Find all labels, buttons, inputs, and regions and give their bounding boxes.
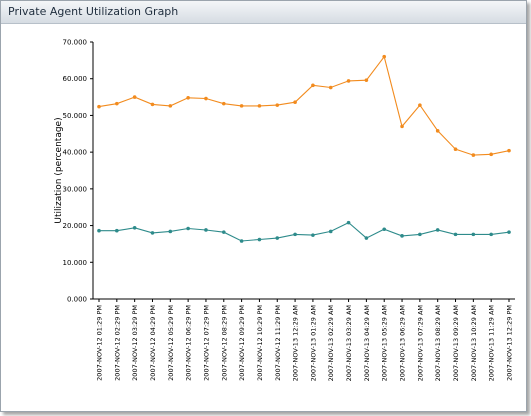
y-tick-label: 60.000 [63, 75, 88, 83]
x-tick-label: 2007-NOV-13 12:29 AM [292, 305, 300, 381]
x-tick-label: 2007-NOV-13 01:29 AM [309, 305, 317, 381]
x-tick-label: 2007-NOV-12 07:29 PM [202, 305, 210, 381]
data-point [507, 230, 511, 234]
panel-title: Private Agent Utilization Graph [8, 5, 179, 18]
data-point [311, 233, 315, 237]
x-tick-label: 2007-NOV-13 03:29 AM [345, 305, 353, 381]
series-line-2 [99, 221, 510, 242]
data-point [168, 104, 173, 108]
y-tick-label: 10.000 [63, 259, 88, 267]
y-tick-label: 70.000 [63, 39, 88, 47]
data-point [115, 101, 119, 106]
data-point [150, 231, 155, 235]
data-point [239, 104, 244, 108]
data-point [453, 147, 458, 152]
data-point [221, 230, 226, 234]
data-point [115, 228, 119, 233]
x-tick-label: 2007-NOV-12 08:29 PM [220, 305, 228, 381]
data-point [507, 148, 511, 153]
x-tick-label: 2007-NOV-13 04:29 AM [363, 305, 371, 381]
data-point [186, 226, 190, 231]
y-tick-label: 30.000 [63, 185, 88, 193]
data-point [293, 100, 297, 105]
data-point [257, 104, 262, 108]
data-point [435, 129, 440, 133]
x-tick-label: 2007-NOV-13 02:29 AM [327, 305, 335, 381]
x-tick-label: 2007-NOV-12 11:29 PM [274, 305, 282, 381]
data-point [150, 102, 155, 107]
data-point [186, 96, 190, 100]
x-tick-label: 2007-NOV-12 01:29 PM [96, 305, 104, 381]
data-point [132, 225, 137, 230]
x-tick-label: 2007-NOV-12 05:29 PM [167, 305, 175, 381]
x-tick-label: 2007-NOV-13 06:29 AM [399, 305, 407, 381]
data-point [418, 103, 422, 107]
data-point [382, 227, 387, 232]
data-point [435, 228, 440, 232]
y-tick-label: 20.000 [63, 222, 88, 230]
data-point [97, 104, 101, 109]
data-point [275, 236, 280, 240]
series-line-1 [98, 55, 510, 156]
data-point [168, 229, 173, 234]
utilization-line-chart: 0.000 10.000 20.000 30.000 40.000 50.000 60.00… [54, 39, 515, 381]
data-point [346, 220, 351, 225]
y-tick-label: 0.000 [67, 296, 87, 304]
data-point [382, 54, 387, 59]
data-point [293, 232, 297, 237]
x-tick-label: 2007-NOV-13 10:29 AM [470, 305, 478, 381]
x-tick-label: 2007-NOV-13 12:29 PM [506, 305, 514, 381]
data-point [471, 153, 476, 157]
data-point [275, 103, 280, 107]
data-point [328, 85, 333, 90]
data-point [400, 124, 404, 129]
data-point [489, 152, 493, 157]
data-point [400, 234, 404, 238]
x-tick-label: 2007-NOV-13 08:29 AM [434, 305, 442, 381]
x-tick-label: 2007-NOV-12 06:29 PM [185, 305, 193, 381]
data-point [204, 228, 208, 232]
data-point [418, 232, 422, 237]
panel-header: Private Agent Utilization Graph [1, 1, 526, 24]
x-tick-label: 2007-NOV-12 04:29 PM [149, 305, 157, 381]
data-point [311, 83, 315, 88]
data-point [328, 229, 333, 234]
x-tick-label: 2007-NOV-13 09:29 AM [452, 305, 460, 381]
data-point [239, 239, 244, 243]
x-tick-label: 2007-NOV-13 05:29 AM [381, 305, 389, 381]
y-tick-label: 40.000 [63, 149, 88, 157]
data-point [364, 236, 369, 240]
x-tick-label: 2007-NOV-13 11:29 AM [488, 305, 496, 381]
y-axis-label: Utilization (percentage) [54, 117, 64, 223]
x-tick-label: 2007-NOV-12 03:29 PM [131, 305, 139, 381]
data-point [97, 228, 101, 233]
data-point [346, 79, 351, 83]
data-point [221, 101, 226, 106]
x-tick-label: 2007-NOV-13 07:29 AM [416, 305, 424, 381]
x-tick-label: 2007-NOV-12 10:29 PM [256, 305, 264, 381]
x-tick-label: 2007-NOV-12 02:29 PM [113, 305, 121, 381]
data-point [364, 78, 369, 82]
data-point [471, 232, 476, 237]
data-point [257, 237, 262, 242]
y-tick-label: 50.000 [63, 112, 88, 120]
data-point [132, 95, 137, 99]
data-point [489, 232, 493, 237]
data-point [453, 232, 458, 237]
data-point [204, 96, 208, 101]
x-tick-label: 2007-NOV-12 09:29 PM [238, 305, 246, 381]
